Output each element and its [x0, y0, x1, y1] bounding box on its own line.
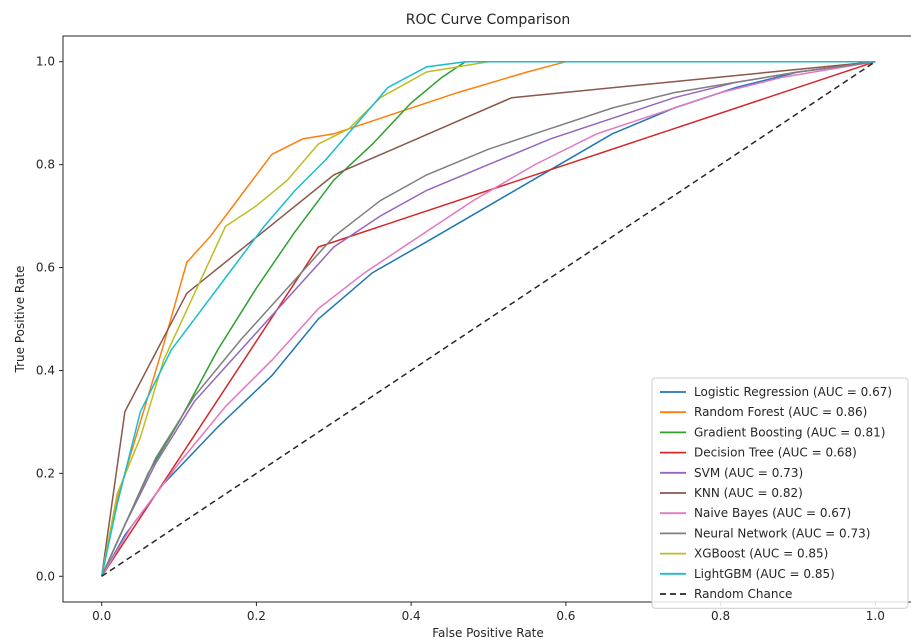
series-line-8: [100, 60, 876, 577]
series-line-10: [101, 61, 876, 577]
legend: Logistic Regression (AUC = 0.67) Random F…: [651, 377, 909, 609]
x-axis-ticks: 0.0 0.2 0.4 0.6 0.8 1.0: [92, 602, 885, 623]
y-tick-label: 0.6: [36, 261, 55, 275]
x-axis-label: False Positive Rate: [432, 626, 544, 640]
legend-entry: KNN (AUC = 0.82): [694, 486, 803, 500]
y-tick-label: 0.4: [36, 363, 55, 377]
legend-entry: XGBoost (AUC = 0.85): [694, 547, 828, 561]
legend-entry: Naive Bayes (AUC = 0.67): [694, 506, 851, 520]
legend-entry: Decision Tree (AUC = 0.68): [694, 446, 857, 460]
series-line-6: [101, 60, 876, 577]
y-tick-label: 0.0: [36, 569, 55, 583]
legend-entry: Random Chance: [694, 587, 792, 601]
x-tick-label: 0.2: [247, 609, 266, 623]
x-tick-label: 0.8: [711, 609, 730, 623]
legend-entry: SVM (AUC = 0.73): [694, 466, 803, 480]
series-line-1: [100, 60, 876, 577]
x-tick-label: 0.0: [92, 609, 111, 623]
legend-entry: Gradient Boosting (AUC = 0.81): [694, 425, 885, 439]
legend-entry: Neural Network (AUC = 0.73): [694, 526, 870, 540]
chart-title: ROC Curve Comparison: [406, 12, 571, 28]
legend-entry: Logistic Regression (AUC = 0.67): [694, 385, 892, 399]
y-tick-label: 1.0: [36, 55, 55, 69]
legend-entry: Random Forest (AUC = 0.86): [694, 405, 867, 419]
y-axis-ticks: 0.0 0.2 0.4 0.6 0.8 1.0: [36, 55, 63, 583]
series-line-9: [100, 60, 876, 577]
series-line-7: [101, 60, 876, 577]
series-line-4: [101, 60, 876, 577]
legend-entry: LightGBM (AUC = 0.85): [694, 567, 835, 581]
x-tick-label: 0.6: [556, 609, 575, 623]
series-line-3: [101, 60, 876, 577]
series-line-5: [100, 60, 876, 577]
y-tick-label: 0.2: [36, 466, 55, 480]
y-axis-label: True Positive Rate: [13, 266, 27, 374]
x-tick-label: 0.4: [402, 609, 421, 623]
plot-frame: [62, 35, 911, 603]
y-tick-label: 0.8: [36, 158, 55, 172]
legend-box: [651, 377, 909, 609]
x-tick-label: 1.0: [866, 609, 885, 623]
plot-lines: [100, 60, 876, 577]
